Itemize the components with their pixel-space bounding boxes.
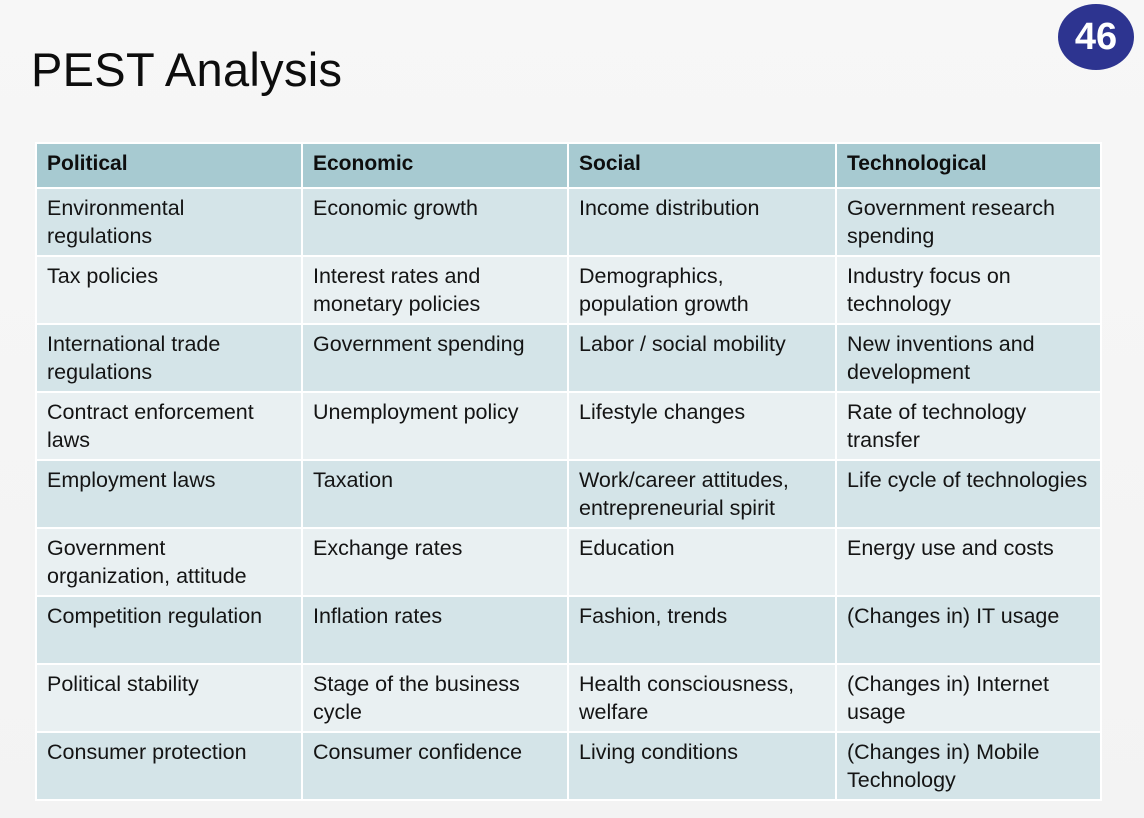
cell-economic: Economic growth <box>301 187 569 257</box>
cell-social: Education <box>567 527 837 597</box>
table-row: Government organization, attitude Exchang… <box>35 527 1102 597</box>
header-technological: Technological <box>835 142 1102 189</box>
cell-technological: (Changes in) Mobile Technology <box>835 731 1102 801</box>
cell-political: Employment laws <box>35 459 303 529</box>
table-row: International trade regulations Governmen… <box>35 323 1102 393</box>
cell-technological: Life cycle of technologies <box>835 459 1102 529</box>
cell-technological: (Changes in) IT usage <box>835 595 1102 665</box>
cell-economic: Consumer confidence <box>301 731 569 801</box>
cell-economic: Stage of the business cycle <box>301 663 569 733</box>
cell-political: Tax policies <box>35 255 303 325</box>
cell-economic: Exchange rates <box>301 527 569 597</box>
cell-technological: New inventions and development <box>835 323 1102 393</box>
cell-social: Lifestyle changes <box>567 391 837 461</box>
slide-title: PEST Analysis <box>31 43 343 96</box>
header-row: Political Economic Social Technological <box>35 142 1102 189</box>
page-number-badge: 46 <box>1058 4 1134 70</box>
cell-social: Living conditions <box>567 731 837 801</box>
cell-political: International trade regulations <box>35 323 303 393</box>
pest-table: Political Economic Social Technological … <box>35 142 1102 801</box>
table-row: Competition regulation Inflation rates Fas… <box>35 595 1102 665</box>
header-social: Social <box>567 142 837 189</box>
cell-political: Consumer protection <box>35 731 303 801</box>
cell-social: Labor / social mobility <box>567 323 837 393</box>
cell-social: Demographics, population growth <box>567 255 837 325</box>
cell-political: Government organization, attitude <box>35 527 303 597</box>
cell-social: Fashion, trends <box>567 595 837 665</box>
header-economic: Economic <box>301 142 569 189</box>
table-row: Contract enforcement laws Unemployment po… <box>35 391 1102 461</box>
header-political: Political <box>35 142 303 189</box>
cell-political: Contract enforcement laws <box>35 391 303 461</box>
table-row: Political stability Stage of the business… <box>35 663 1102 733</box>
cell-technological: Rate of technology transfer <box>835 391 1102 461</box>
cell-political: Political stability <box>35 663 303 733</box>
cell-social: Work/career attitudes, entrepreneurial s… <box>567 459 837 529</box>
cell-economic: Unemployment policy <box>301 391 569 461</box>
cell-economic: Government spending <box>301 323 569 393</box>
table-row: Consumer protection Consumer confidence Li… <box>35 731 1102 801</box>
cell-technological: Industry focus on technology <box>835 255 1102 325</box>
cell-social: Health consciousness, welfare <box>567 663 837 733</box>
table-row: Employment laws Taxation Work/career attit… <box>35 459 1102 529</box>
cell-political: Environmental regulations <box>35 187 303 257</box>
cell-economic: Taxation <box>301 459 569 529</box>
table-header: Political Economic Social Technological <box>35 142 1102 189</box>
table-row: Environmental regulations Economic growth… <box>35 187 1102 257</box>
cell-technological: Government research spending <box>835 187 1102 257</box>
cell-political: Competition regulation <box>35 595 303 665</box>
table-row: Tax policies Interest rates and monetary … <box>35 255 1102 325</box>
cell-technological: Energy use and costs <box>835 527 1102 597</box>
table-body: Environmental regulations Economic growth… <box>35 187 1102 801</box>
cell-economic: Inflation rates <box>301 595 569 665</box>
cell-social: Income distribution <box>567 187 837 257</box>
cell-economic: Interest rates and monetary policies <box>301 255 569 325</box>
cell-technological: (Changes in) Internet usage <box>835 663 1102 733</box>
